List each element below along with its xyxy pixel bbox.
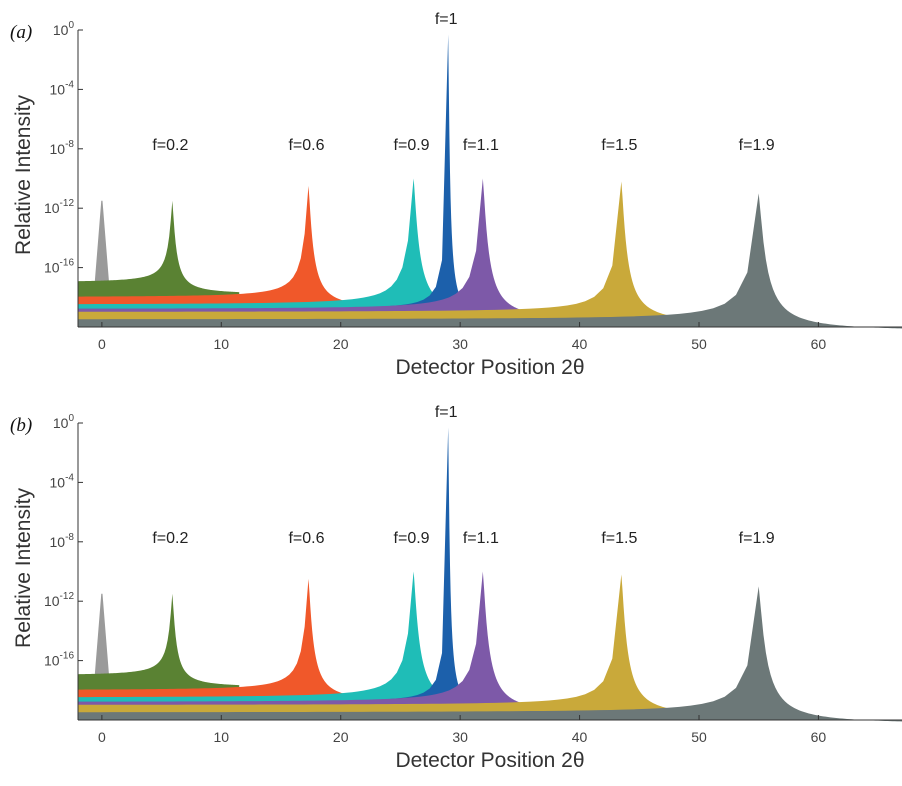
peak-label: f=1.5 bbox=[601, 530, 637, 547]
x-tick-label: 40 bbox=[572, 729, 588, 745]
y-tick-label: 100 bbox=[53, 413, 75, 431]
series-area-f-1-5 bbox=[78, 181, 688, 327]
x-tick-label: 20 bbox=[333, 729, 349, 745]
series-area-f-1 bbox=[78, 34, 485, 327]
y-tick-label: 10-4 bbox=[50, 79, 75, 97]
x-tick-label: 50 bbox=[691, 729, 707, 745]
x-axis-label: Detector Position 2θ bbox=[395, 356, 585, 379]
peak-label: f=0.9 bbox=[394, 137, 430, 154]
panel-label: (a) bbox=[10, 22, 33, 43]
x-tick-label: 0 bbox=[98, 729, 106, 745]
peak-label: f=0.6 bbox=[288, 137, 324, 154]
y-tick-label: 10-8 bbox=[50, 532, 75, 550]
x-tick-label: 10 bbox=[214, 336, 230, 352]
chart-svg-b: f=0.2 f=0.6 f=0.9 f=1 f=1.1 f=1.5 f=1.9 0 10 20 30… bbox=[44, 404, 902, 745]
x-tick-label: 20 bbox=[333, 336, 349, 352]
x-tick-label: 10 bbox=[214, 729, 230, 745]
x-tick-label: 50 bbox=[691, 336, 707, 352]
y-axis-label: Relative Intensity bbox=[12, 95, 35, 255]
plot-area bbox=[78, 427, 902, 722]
x-tick-label: 60 bbox=[811, 729, 827, 745]
peak-label: f=1.5 bbox=[601, 137, 637, 154]
chart-svg-a: f=0.2 f=0.6 f=0.9 f=1 f=1.1 f=1.5 f=1.9 0 10 20 30… bbox=[44, 11, 902, 352]
y-tick-label: 100 bbox=[53, 20, 75, 38]
peak-label: f=0.2 bbox=[152, 137, 188, 154]
y-tick-label: 10-12 bbox=[44, 591, 74, 609]
series-area-f-0-9 bbox=[78, 178, 437, 327]
peak-label: f=0.9 bbox=[394, 530, 430, 547]
y-tick-label: 10-8 bbox=[50, 139, 75, 157]
y-tick-label: 10-16 bbox=[44, 258, 74, 276]
series-area-f-0-6 bbox=[78, 578, 365, 720]
peak-label: f=1.9 bbox=[739, 530, 775, 547]
peak-label: f=1.1 bbox=[463, 137, 499, 154]
peak-label: f=0.6 bbox=[288, 530, 324, 547]
x-axis-label: Detector Position 2θ bbox=[395, 749, 585, 772]
x-tick-label: 30 bbox=[452, 729, 468, 745]
peak-label: f=1.1 bbox=[463, 530, 499, 547]
y-tick-label: 10-16 bbox=[44, 651, 74, 669]
x-tick-label: 30 bbox=[452, 336, 468, 352]
chart-panel-a: f=0.2 f=0.6 f=0.9 f=1 f=1.1 f=1.5 f=1.9 0 10 20 30… bbox=[10, 11, 902, 379]
series-area-f-0-6 bbox=[78, 185, 365, 327]
series-area-f-0-9 bbox=[78, 571, 437, 720]
peak-label: f=1.9 bbox=[739, 137, 775, 154]
peak-label: f=0.2 bbox=[152, 530, 188, 547]
peak-label: f=1 bbox=[435, 404, 458, 421]
x-tick-label: 40 bbox=[572, 336, 588, 352]
y-tick-label: 10-12 bbox=[44, 198, 74, 216]
series-area-f-1 bbox=[78, 427, 485, 720]
panel-label: (b) bbox=[10, 415, 33, 436]
chart-panel-b: f=0.2 f=0.6 f=0.9 f=1 f=1.1 f=1.5 f=1.9 0 10 20 30… bbox=[0, 393, 902, 786]
x-tick-label: 60 bbox=[811, 336, 827, 352]
plot-area bbox=[78, 34, 902, 329]
y-tick-label: 10-4 bbox=[50, 472, 75, 490]
series-area-f-1-5 bbox=[78, 574, 688, 720]
peak-label: f=1 bbox=[435, 11, 458, 28]
y-axis-label: Relative Intensity bbox=[12, 488, 35, 648]
x-tick-label: 0 bbox=[98, 336, 106, 352]
